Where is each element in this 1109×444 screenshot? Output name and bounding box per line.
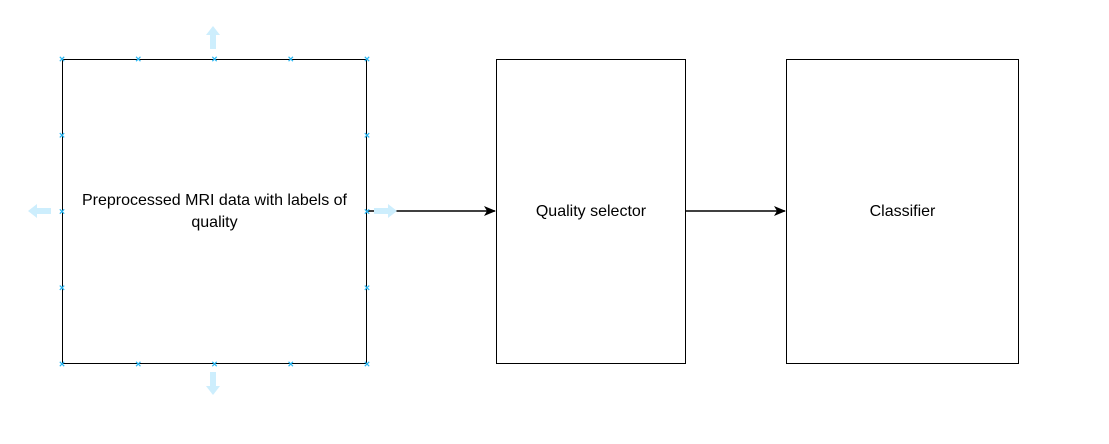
resize-handle-icon[interactable] [364,361,370,367]
resize-handle-icon[interactable] [59,361,65,367]
resize-handle-icon[interactable] [211,361,218,367]
resize-handle-icon[interactable] [59,208,65,215]
resize-handle-icon[interactable] [59,56,65,62]
resize-handle-icon[interactable] [211,56,218,62]
node-label: Preprocessed MRI data with labels of qua… [81,191,347,231]
connect-arrow-right-icon[interactable] [374,204,397,218]
connect-arrow-up-icon[interactable] [206,26,220,49]
node-quality-selector[interactable]: Quality selector [496,59,686,364]
resize-handle-icon[interactable] [364,56,370,62]
resize-handle-icon[interactable] [135,56,141,62]
connect-arrow-left-icon[interactable] [28,204,51,218]
node-label: Classifier [869,202,936,220]
resize-handle-icon[interactable] [364,285,370,291]
node-classifier[interactable]: Classifier [786,59,1019,364]
resize-handle-icon[interactable] [59,132,65,138]
node-label: Quality selector [535,202,647,220]
resize-handle-icon[interactable] [364,132,370,138]
resize-handle-icon[interactable] [364,208,370,215]
node-preprocessed-mri-data[interactable]: Preprocessed MRI data with labels of qua… [62,59,367,364]
connect-arrow-down-icon[interactable] [206,372,220,395]
resize-handle-icon[interactable] [288,361,294,367]
resize-handle-icon[interactable] [59,285,65,291]
resize-handle-icon[interactable] [288,56,294,62]
resize-handle-icon[interactable] [135,361,141,367]
